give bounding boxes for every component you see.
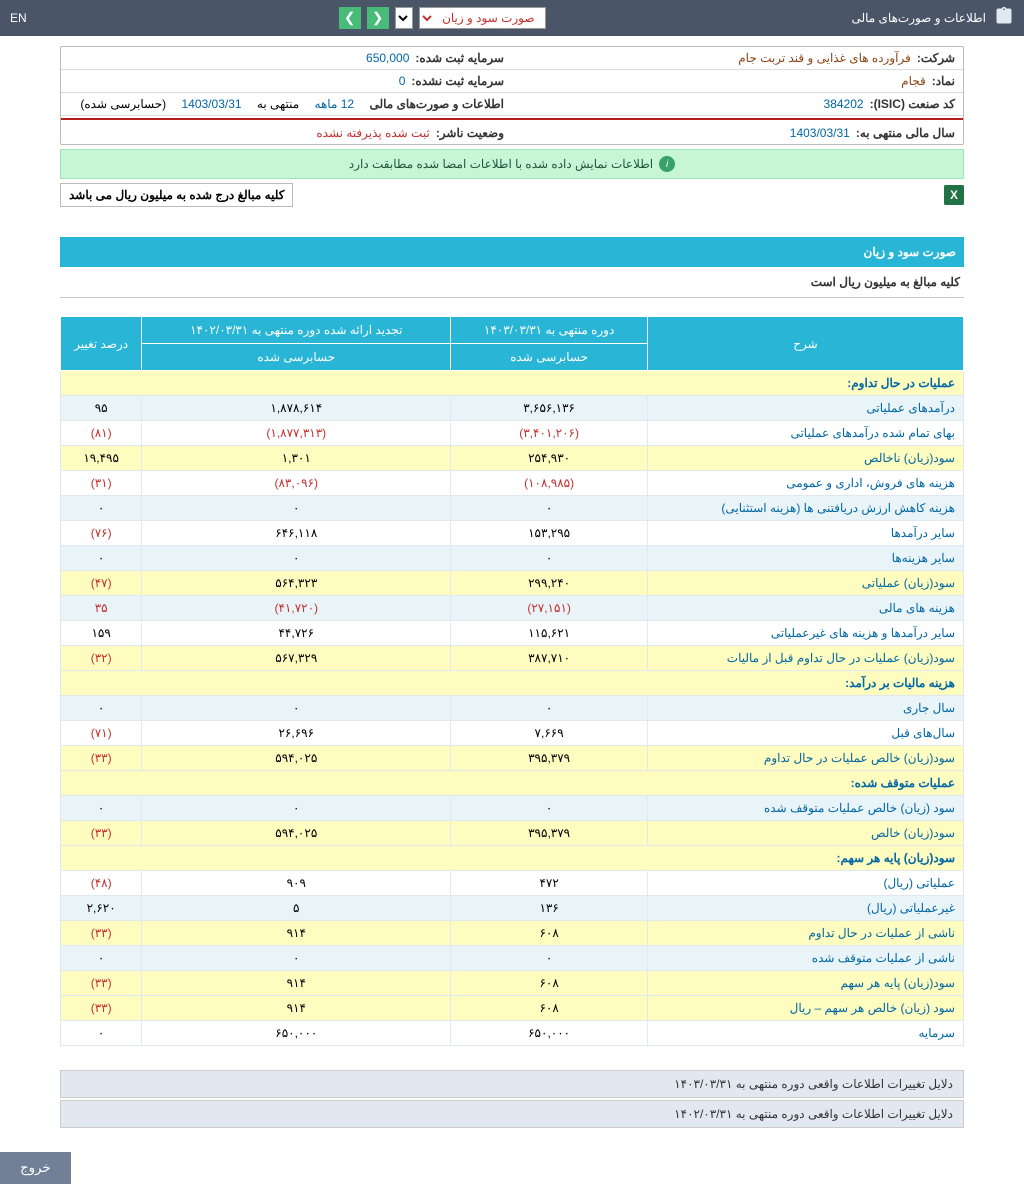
table-row: سود(زیان) خالص عملیات در حال تداوم۳۹۵,۳۷… bbox=[61, 746, 964, 771]
currency-note: کلیه مبالغ درج شده به میلیون ریال می باش… bbox=[60, 183, 293, 207]
footer-note-2: دلایل تغییرات اطلاعات واقعی دوره منتهی ب… bbox=[60, 1100, 964, 1128]
table-row: ناشی از عملیات در حال تداوم۶۰۸۹۱۴(۳۳) bbox=[61, 921, 964, 946]
alert-banner: i اطلاعات نمایش داده شده با اطلاعات امضا… bbox=[60, 149, 964, 179]
table-row: سود(زیان) خالص۳۹۵,۳۷۹۵۹۴,۰۲۵(۳۳) bbox=[61, 821, 964, 846]
svg-text:X: X bbox=[950, 189, 958, 202]
excel-icon[interactable]: X bbox=[944, 185, 964, 205]
table-row: عملیات در حال تداوم: bbox=[61, 371, 964, 396]
table-row: غیرعملیاتی (ریال)۱۳۶۵۲,۶۲۰ bbox=[61, 896, 964, 921]
income-table: شرح دوره منتهی به ۱۴۰۳/۰۳/۳۱ تجدید ارائه… bbox=[60, 316, 964, 1046]
table-row: سایر درآمدها۱۵۳,۲۹۵۶۴۶,۱۱۸(۷۶) bbox=[61, 521, 964, 546]
table-row: سود(زیان) عملیاتی۲۹۹,۲۴۰۵۶۴,۳۲۳(۴۷) bbox=[61, 571, 964, 596]
table-row: سود(زیان) پایه هر سهم۶۰۸۹۱۴(۳۳) bbox=[61, 971, 964, 996]
footer-note-1: دلایل تغییرات اطلاعات واقعی دوره منتهی ب… bbox=[60, 1070, 964, 1098]
table-row: سود(زیان) عملیات در حال تداوم قبل از مال… bbox=[61, 646, 964, 671]
topbar-title: اطلاعات و صورت‌های مالی bbox=[851, 11, 986, 25]
page-select[interactable] bbox=[395, 7, 413, 29]
table-row: هزینه های مالی(۲۷,۱۵۱)(۴۱,۷۲۰)۳۵ bbox=[61, 596, 964, 621]
table-row: درآمدهای عملیاتی۳,۶۵۶,۱۳۶۱,۸۷۸,۶۱۴۹۵ bbox=[61, 396, 964, 421]
table-row: سایر درآمدها و هزینه های غیرعملیاتی۱۱۵,۶… bbox=[61, 621, 964, 646]
info-icon: i bbox=[659, 156, 675, 172]
next-button[interactable]: ❯ bbox=[339, 7, 361, 29]
table-row: سال‌های قبل۷,۶۶۹۲۶,۶۹۶(۷۱) bbox=[61, 721, 964, 746]
table-row: عملیاتی (ریال)۴۷۲۹۰۹(۴۸) bbox=[61, 871, 964, 896]
table-row: هزینه مالیات بر درآمد: bbox=[61, 671, 964, 696]
section-title: صورت سود و زیان bbox=[60, 237, 964, 267]
prev-button[interactable]: ❮ bbox=[367, 7, 389, 29]
info-panel: شرکت:فرآورده های غذایی و قند تربت جام سر… bbox=[60, 46, 964, 145]
table-row: بهای تمام شده درآمدهای عملیاتی(۳,۴۰۱,۲۰۶… bbox=[61, 421, 964, 446]
table-row: ناشی از عملیات متوقف شده۰۰۰ bbox=[61, 946, 964, 971]
table-row: سود (زیان) خالص هر سهم – ریال۶۰۸۹۱۴(۳۳) bbox=[61, 996, 964, 1021]
table-row: سود(زیان) پایه هر سهم: bbox=[61, 846, 964, 871]
topbar: اطلاعات و صورت‌های مالی صورت سود و زیان … bbox=[0, 0, 1024, 36]
report-select[interactable]: صورت سود و زیان bbox=[419, 7, 546, 29]
table-row: سرمایه۶۵۰,۰۰۰۶۵۰,۰۰۰۰ bbox=[61, 1021, 964, 1046]
table-row: عملیات متوقف شده: bbox=[61, 771, 964, 796]
table-row: سال جاری۰۰۰ bbox=[61, 696, 964, 721]
exit-button[interactable]: خروج bbox=[0, 1152, 71, 1184]
table-row: سود (زیان) خالص عملیات متوقف شده۰۰۰ bbox=[61, 796, 964, 821]
clipboard-icon bbox=[994, 6, 1014, 30]
table-row: سود(زیان) ناخالص۲۵۴,۹۳۰۱,۳۰۱۱۹,۴۹۵ bbox=[61, 446, 964, 471]
table-row: هزینه کاهش ارزش دریافتنی ها (هزینه استثن… bbox=[61, 496, 964, 521]
lang-button[interactable]: EN bbox=[10, 11, 27, 25]
table-row: سایر هزینه‌ها۰۰۰ bbox=[61, 546, 964, 571]
section-subtitle: کلیه مبالغ به میلیون ریال است bbox=[60, 267, 964, 298]
table-row: هزینه های فروش، اداری و عمومی(۱۰۸,۹۸۵)(۸… bbox=[61, 471, 964, 496]
